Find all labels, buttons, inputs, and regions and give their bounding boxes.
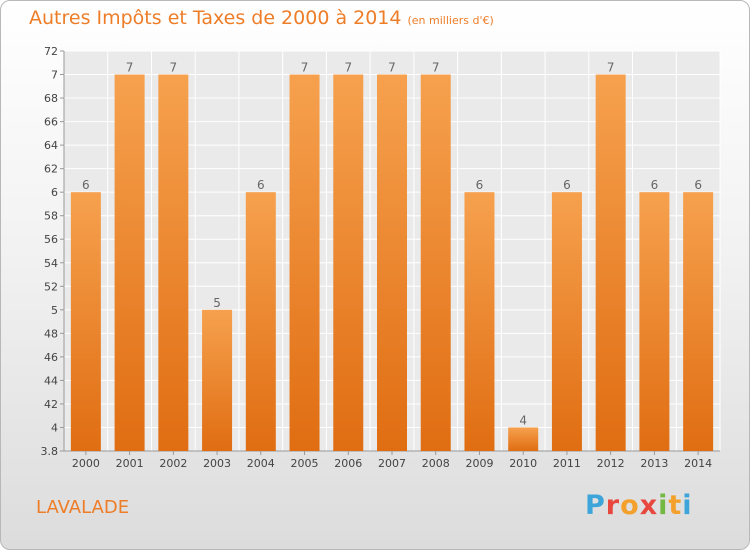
x-tick-label: 2004 [247, 457, 275, 470]
bar-value-label: 6 [694, 178, 702, 192]
bar [377, 74, 407, 451]
bar [420, 74, 451, 451]
bar [639, 192, 670, 452]
y-tick-label: 62 [44, 163, 58, 176]
bar [683, 192, 714, 452]
x-tick-label: 2007 [378, 457, 406, 470]
chart-title: Autres Impôts et Taxes de 2000 à 2014 (en… [29, 7, 494, 29]
proxiti-logo: Proxiti [585, 490, 693, 521]
bar [158, 74, 189, 451]
bar-value-label: 7 [432, 61, 440, 75]
bar [289, 74, 320, 451]
y-tick-label: 3.8 [41, 445, 59, 458]
y-tick-label: 64 [44, 139, 58, 152]
x-tick-label: 2011 [553, 457, 581, 470]
bar-value-label: 4 [519, 413, 527, 427]
y-tick-label: 66 [44, 116, 58, 129]
bar-value-label: 7 [607, 61, 615, 75]
chart-units: (en milliers d'€) [407, 14, 494, 27]
y-tick-label: 44 [44, 374, 58, 387]
y-tick-label: 54 [44, 257, 58, 270]
y-tick-label: 72 [44, 45, 58, 58]
bar-value-label: 6 [651, 178, 659, 192]
bar [202, 309, 233, 451]
bar [70, 192, 101, 452]
bar-value-label: 7 [170, 61, 178, 75]
bar-value-label: 7 [126, 61, 134, 75]
bar [464, 192, 495, 452]
bar [245, 192, 276, 452]
x-tick-label: 2002 [159, 457, 187, 470]
x-tick-label: 2010 [509, 457, 537, 470]
x-tick-label: 2001 [116, 457, 144, 470]
y-tick-label: 4 [51, 421, 58, 434]
bar-value-label: 7 [301, 61, 309, 75]
bar [114, 74, 145, 451]
y-tick-label: 46 [44, 351, 58, 364]
x-tick-label: 2013 [640, 457, 668, 470]
y-tick-label: 56 [44, 233, 58, 246]
y-tick-label: 7 [51, 69, 58, 82]
y-tick-label: 52 [44, 280, 58, 293]
bar-value-label: 7 [344, 61, 352, 75]
x-tick-label: 2003 [203, 457, 231, 470]
bar [551, 192, 582, 452]
y-tick-label: 58 [44, 210, 58, 223]
x-tick-label: 2005 [291, 457, 319, 470]
commune-name: LAVALADE [36, 497, 130, 518]
bar [508, 427, 539, 451]
y-tick-label: 48 [44, 327, 58, 340]
bar [333, 74, 364, 451]
x-tick-label: 2008 [422, 457, 450, 470]
y-tick-label: 6 [51, 186, 58, 199]
bar-value-label: 6 [563, 178, 571, 192]
x-tick-label: 2012 [597, 457, 625, 470]
x-tick-label: 2009 [465, 457, 493, 470]
x-tick-label: 2000 [72, 457, 100, 470]
y-tick-label: 5 [51, 304, 58, 317]
y-tick-label: 68 [44, 92, 58, 105]
bar [595, 74, 626, 451]
bar-value-label: 6 [476, 178, 484, 192]
bar-value-label: 6 [257, 178, 265, 192]
bar-value-label: 6 [82, 178, 90, 192]
y-tick-label: 42 [44, 398, 58, 411]
x-tick-label: 2006 [334, 457, 362, 470]
chart-title-main: Autres Impôts et Taxes de 2000 à 2014 [29, 7, 402, 29]
bar-value-label: 5 [213, 296, 221, 310]
bar-value-label: 7 [388, 61, 396, 75]
x-tick-label: 2014 [684, 457, 712, 470]
